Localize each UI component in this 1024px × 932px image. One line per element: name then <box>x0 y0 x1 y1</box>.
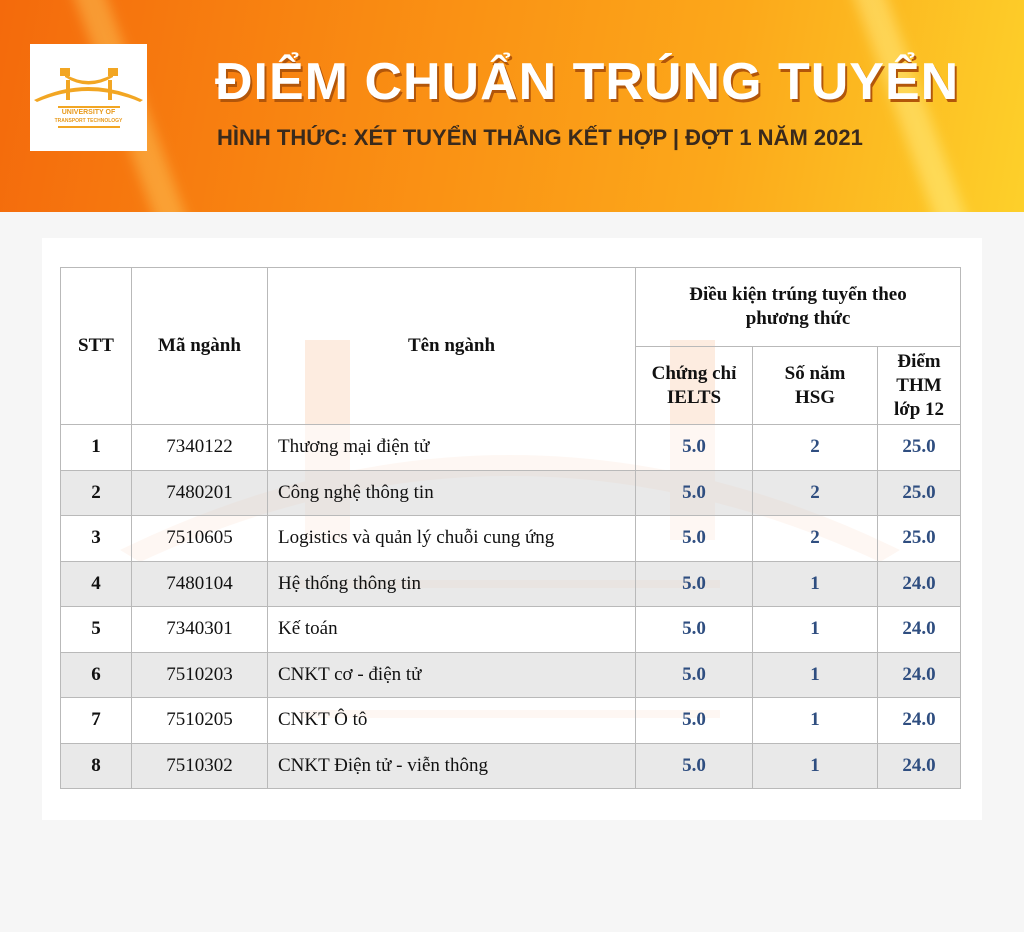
cell-name: CNKT Ô tô <box>267 697 636 744</box>
cell-stt: 4 <box>60 560 132 607</box>
page-subtitle: HÌNH THỨC: XÉT TUYỂN THẲNG KẾT HỢP | ĐỢT… <box>217 125 863 150</box>
cell-code: 7340122 <box>131 424 268 471</box>
cell-stt: 5 <box>60 606 132 653</box>
header-banner: UNIVERSITY OF TRANSPORT TECHNOLOGY ĐIỂM … <box>0 0 1024 212</box>
table-row: 2 7480201 Công nghệ thông tin 5.0 2 25.0 <box>60 469 961 516</box>
cell-thm: 24.0 <box>877 606 961 653</box>
cell-stt: 2 <box>60 469 132 516</box>
header-group: Điều kiện trúng tuyển theo phương thức <box>635 267 961 347</box>
table-row: 1 7340122 Thương mại điện tử 5.0 2 25.0 <box>60 424 961 471</box>
logo-text: UNIVERSITY OF <box>61 109 116 116</box>
cell-thm: 24.0 <box>877 742 961 789</box>
cell-thm: 25.0 <box>877 469 961 516</box>
cell-ielts: 5.0 <box>635 515 753 562</box>
cell-stt: 1 <box>60 424 132 471</box>
header-name: Tên ngành <box>267 267 636 425</box>
cell-name: Kế toán <box>267 606 636 653</box>
cell-ielts: 5.0 <box>635 651 753 698</box>
cell-name: Thương mại điện tử <box>267 424 636 471</box>
cell-hsg: 2 <box>752 424 878 471</box>
cell-thm: 25.0 <box>877 515 961 562</box>
cell-ielts: 5.0 <box>635 424 753 471</box>
header-hsg: Số năm HSG <box>752 346 878 425</box>
table-row: 8 7510302 CNKT Điện tử - viễn thông 5.0 1 24.… <box>60 742 961 789</box>
cell-hsg: 1 <box>752 560 878 607</box>
cell-hsg: 1 <box>752 651 878 698</box>
cell-name: Hệ thống thông tin <box>267 560 636 607</box>
cell-hsg: 1 <box>752 697 878 744</box>
header-code: Mã ngành <box>131 267 268 425</box>
cell-name: Logistics và quản lý chuỗi cung ứng <box>267 515 636 562</box>
cell-hsg: 1 <box>752 606 878 653</box>
logo-text: TRANSPORT TECHNOLOGY <box>54 118 123 124</box>
cell-hsg: 2 <box>752 469 878 516</box>
page-title: ĐIỂM CHUẨN TRÚNG TUYỂN <box>215 53 960 111</box>
cell-stt: 6 <box>60 651 132 698</box>
cell-name: CNKT cơ - điện tử <box>267 651 636 698</box>
cell-code: 7510605 <box>131 515 268 562</box>
cell-code: 7510205 <box>131 697 268 744</box>
cell-ielts: 5.0 <box>635 560 753 607</box>
cell-stt: 7 <box>60 697 132 744</box>
table-row: 6 7510203 CNKT cơ - điện tử 5.0 1 24.0 <box>60 651 961 698</box>
cell-code: 7480201 <box>131 469 268 516</box>
cell-stt: 3 <box>60 515 132 562</box>
cell-name: CNKT Điện tử - viễn thông <box>267 742 636 789</box>
cell-name: Công nghệ thông tin <box>267 469 636 516</box>
cell-stt: 8 <box>60 742 132 789</box>
university-logo: UNIVERSITY OF TRANSPORT TECHNOLOGY <box>30 44 147 151</box>
cell-ielts: 5.0 <box>635 469 753 516</box>
cell-thm: 24.0 <box>877 560 961 607</box>
table-row: 4 7480104 Hệ thống thông tin 5.0 1 24.0 <box>60 560 961 607</box>
admission-score-table: STT Mã ngành Tên ngành Điều kiện trúng t… <box>60 267 961 789</box>
header-stt: STT <box>60 267 132 425</box>
table-row: 5 7340301 Kế toán 5.0 1 24.0 <box>60 606 961 653</box>
cell-thm: 24.0 <box>877 651 961 698</box>
cell-thm: 24.0 <box>877 697 961 744</box>
cell-code: 7510203 <box>131 651 268 698</box>
header-thm: Điểm THM lớp 12 <box>877 346 961 425</box>
cell-ielts: 5.0 <box>635 606 753 653</box>
header-ielts: Chứng chỉ IELTS <box>635 346 753 425</box>
bridge-logo-icon <box>34 68 143 128</box>
table-row: 3 7510605 Logistics và quản lý chuỗi cung … <box>60 515 961 562</box>
cell-hsg: 1 <box>752 742 878 789</box>
cell-hsg: 2 <box>752 515 878 562</box>
cell-code: 7340301 <box>131 606 268 653</box>
cell-code: 7480104 <box>131 560 268 607</box>
table-row: 7 7510205 CNKT Ô tô 5.0 1 24.0 <box>60 697 961 744</box>
cell-ielts: 5.0 <box>635 697 753 744</box>
cell-ielts: 5.0 <box>635 742 753 789</box>
cell-thm: 25.0 <box>877 424 961 471</box>
cell-code: 7510302 <box>131 742 268 789</box>
